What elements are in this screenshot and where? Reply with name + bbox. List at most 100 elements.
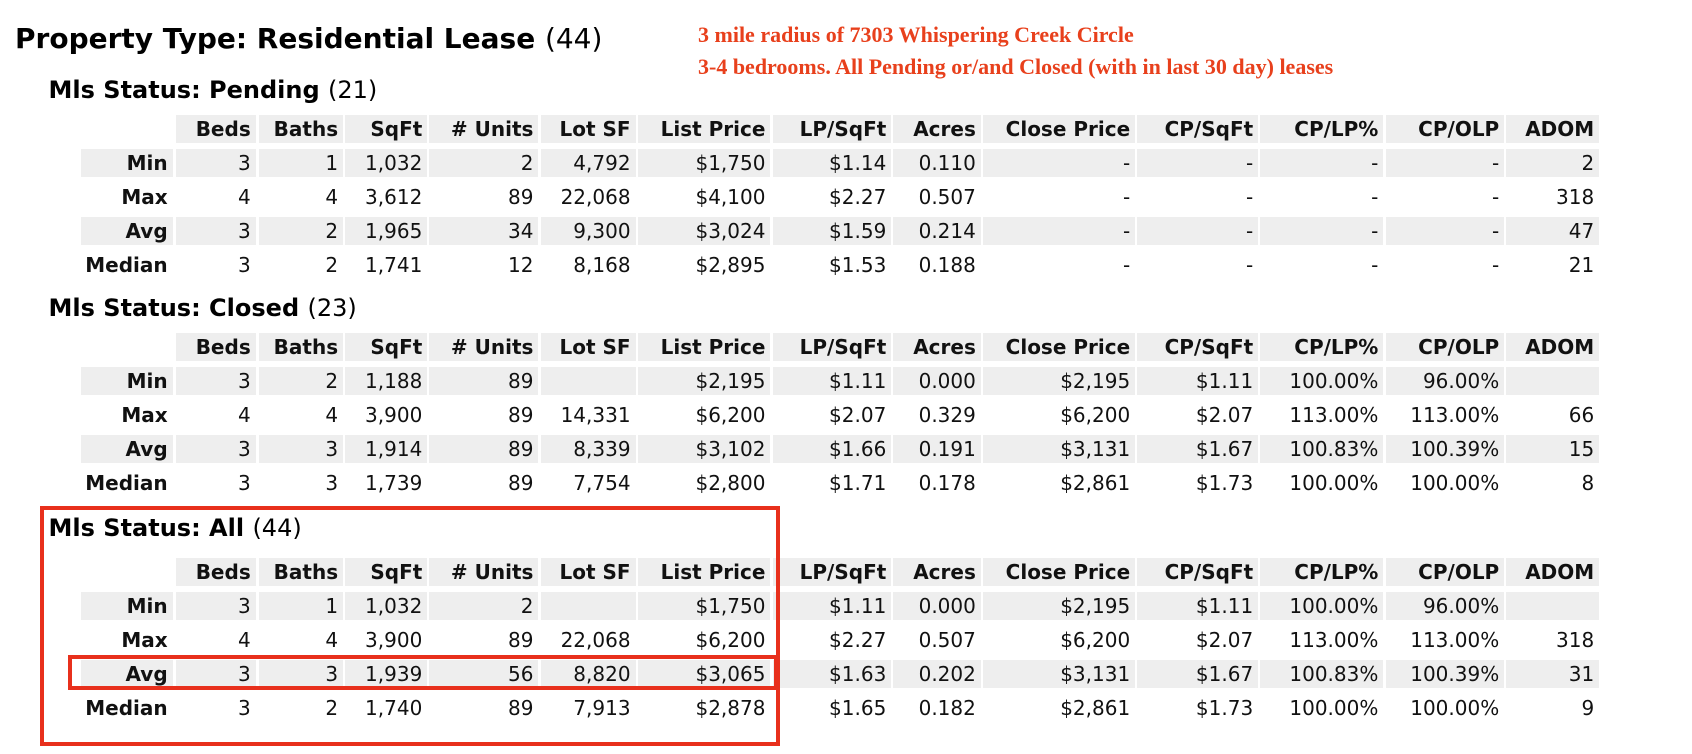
table-cell: $2,861 bbox=[1060, 695, 1131, 720]
table-cell: $3,102 bbox=[637, 435, 771, 464]
table-cell: - bbox=[1371, 253, 1379, 278]
table-cell: 3,900 bbox=[365, 403, 423, 428]
table-cell bbox=[540, 367, 636, 396]
table-cell: 0.202 bbox=[893, 659, 981, 688]
table-cell: $2.07 bbox=[1195, 403, 1254, 428]
table-cell: 2 bbox=[325, 253, 339, 278]
column-header: CP/OLP bbox=[1385, 115, 1505, 144]
table-cell: $3,131 bbox=[983, 659, 1136, 688]
column-header: Lot SF bbox=[540, 557, 636, 586]
table-cell: $1.11 bbox=[1137, 591, 1259, 620]
table-cell: 3 bbox=[175, 149, 256, 178]
table-cell: 31 bbox=[1506, 659, 1600, 688]
table-cell: 100.00% bbox=[1410, 695, 1500, 720]
highlight-box bbox=[68, 655, 778, 690]
table-cell: $2.27 bbox=[829, 627, 887, 652]
column-header: CP/SqFt bbox=[1137, 557, 1259, 586]
table-cell: 318 bbox=[1556, 627, 1595, 652]
table-cell: 47 bbox=[1506, 217, 1600, 246]
table-cell bbox=[540, 591, 636, 620]
row-label: Avg bbox=[80, 659, 173, 688]
table-cell: 56 bbox=[429, 659, 539, 688]
column-header: Lot SF bbox=[540, 333, 636, 362]
annotation-line: 3-4 bedrooms. All Pending or/and Closed … bbox=[698, 54, 1334, 79]
column-header: # Units bbox=[429, 115, 539, 144]
table-cell: - bbox=[1492, 253, 1500, 278]
column-header: Acres bbox=[893, 115, 981, 144]
table-cell: 89 bbox=[508, 627, 534, 652]
column-header: # Units bbox=[429, 557, 539, 586]
column-header: LP/SqFt bbox=[772, 333, 892, 362]
table-cell: 3 bbox=[237, 253, 251, 278]
table-cell: - bbox=[1260, 217, 1384, 246]
table-cell: 4 bbox=[237, 185, 251, 210]
table-cell: 89 bbox=[508, 695, 534, 720]
table-cell: 100.39% bbox=[1385, 659, 1505, 688]
highlight-box bbox=[40, 506, 780, 746]
table-cell: $1.53 bbox=[829, 253, 887, 278]
table-cell: 1,032 bbox=[345, 591, 428, 620]
column-header: SqFt bbox=[345, 115, 428, 144]
table-cell: $1.66 bbox=[772, 435, 892, 464]
table-cell: 1,739 bbox=[365, 471, 423, 496]
table-cell: 1 bbox=[258, 591, 344, 620]
table-cell: $1.11 bbox=[1137, 367, 1259, 396]
table-cell: 1,939 bbox=[345, 659, 428, 688]
column-header: # Units bbox=[429, 333, 539, 362]
section-title: Mls Status: All (44) bbox=[49, 514, 302, 542]
table-cell: $3,131 bbox=[983, 435, 1136, 464]
table-cell: $1.63 bbox=[772, 659, 892, 688]
table-cell: - bbox=[1245, 185, 1254, 210]
table-cell: 8 bbox=[1581, 471, 1595, 496]
table-cell: $2,195 bbox=[983, 591, 1136, 620]
table-cell: 0.188 bbox=[918, 253, 976, 278]
table-cell: 89 bbox=[508, 471, 534, 496]
table-cell: 3 bbox=[237, 695, 251, 720]
table-cell: 0.507 bbox=[918, 627, 976, 652]
table-cell: $3,024 bbox=[637, 217, 771, 246]
table-cell: $6,200 bbox=[1060, 403, 1131, 428]
table-cell: $3,065 bbox=[637, 659, 771, 688]
section-title: Mls Status: Closed (23) bbox=[49, 294, 357, 322]
table-cell: 113.00% bbox=[1410, 403, 1500, 428]
table-cell: 8,820 bbox=[540, 659, 636, 688]
table-cell: 4 bbox=[325, 403, 339, 428]
table-cell: 3 bbox=[175, 659, 256, 688]
row-label: Min bbox=[80, 367, 173, 396]
row-label: Median bbox=[85, 471, 168, 496]
table-cell: $1.67 bbox=[1137, 435, 1259, 464]
table-cell: 22,068 bbox=[560, 627, 631, 652]
table-cell: - bbox=[983, 149, 1136, 178]
table-cell: $2.07 bbox=[1195, 627, 1254, 652]
table-cell: 3 bbox=[325, 471, 339, 496]
table-cell: 1,032 bbox=[345, 149, 428, 178]
column-header: List Price bbox=[637, 557, 771, 586]
column-header: Baths bbox=[258, 115, 344, 144]
column-header: List Price bbox=[637, 115, 771, 144]
table-cell: 89 bbox=[429, 367, 539, 396]
table-cell: - bbox=[1385, 149, 1505, 178]
table-cell: 0.000 bbox=[893, 591, 981, 620]
section-title-text: Mls Status: Closed bbox=[48, 293, 300, 322]
column-header: Baths bbox=[258, 557, 344, 586]
table-cell: - bbox=[1371, 185, 1379, 210]
table-cell: - bbox=[1492, 185, 1500, 210]
table-cell: $2,195 bbox=[983, 367, 1136, 396]
table-cell: 100.00% bbox=[1289, 471, 1379, 496]
table-cell: 0.191 bbox=[893, 435, 981, 464]
table-cell: 3 bbox=[258, 435, 344, 464]
table-cell: 8,168 bbox=[573, 253, 631, 278]
section-count: (21) bbox=[328, 75, 378, 104]
table-cell: 3 bbox=[258, 659, 344, 688]
section-title-text: Mls Status: Pending bbox=[48, 75, 320, 104]
column-header: ADOM bbox=[1506, 557, 1600, 586]
table-cell: 9 bbox=[1581, 695, 1595, 720]
column-header: Lot SF bbox=[540, 115, 636, 144]
column-header: Beds bbox=[175, 115, 256, 144]
table-cell: - bbox=[1385, 217, 1505, 246]
table-cell: 22,068 bbox=[560, 185, 631, 210]
table-cell: $1.73 bbox=[1195, 695, 1254, 720]
table-cell: - bbox=[1245, 253, 1254, 278]
table-cell bbox=[1506, 367, 1600, 396]
column-header: Beds bbox=[175, 557, 256, 586]
